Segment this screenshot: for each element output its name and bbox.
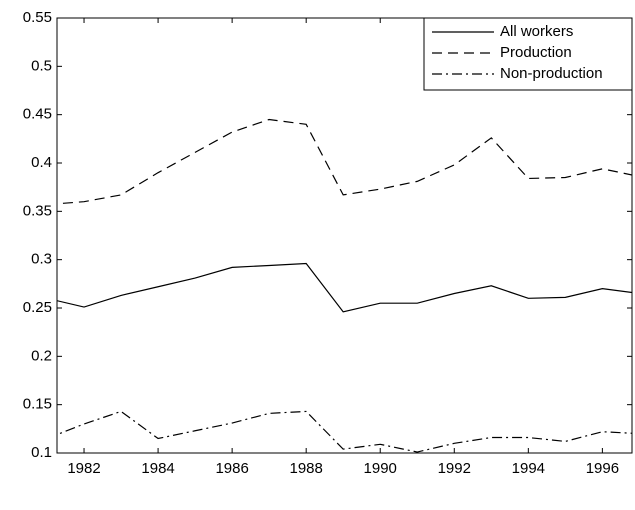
legend-label: Production bbox=[500, 44, 572, 61]
y-tick-label: 0.1 bbox=[31, 444, 52, 461]
series-line bbox=[57, 410, 632, 453]
legend-box bbox=[423, 17, 633, 91]
x-tick-label: 1986 bbox=[215, 460, 248, 477]
y-tick-label: 0.35 bbox=[23, 202, 52, 219]
y-tick-label: 0.3 bbox=[31, 251, 52, 268]
x-tick-label: 1982 bbox=[67, 460, 100, 477]
x-tick-label: 1992 bbox=[438, 460, 471, 477]
x-tick-label: 1984 bbox=[141, 460, 174, 477]
y-tick-label: 0.2 bbox=[31, 347, 52, 364]
y-tick-label: 0.15 bbox=[23, 396, 52, 413]
x-tick-label: 1996 bbox=[586, 460, 619, 477]
series-line bbox=[57, 118, 632, 205]
x-tick-label: 1994 bbox=[512, 460, 545, 477]
legend-label: All workers bbox=[500, 23, 573, 40]
y-tick-label: 0.4 bbox=[31, 154, 52, 171]
y-tick-label: 0.55 bbox=[23, 9, 52, 26]
y-tick-label: 0.45 bbox=[23, 106, 52, 123]
plot-area bbox=[56, 17, 633, 454]
y-tick-label: 0.5 bbox=[31, 57, 52, 74]
x-tick-label: 1990 bbox=[364, 460, 397, 477]
series-line bbox=[57, 262, 632, 313]
plot-lines bbox=[57, 118, 632, 453]
x-tick-label: 1988 bbox=[289, 460, 322, 477]
y-tick-label: 0.25 bbox=[23, 299, 52, 316]
legend-label: Non-production bbox=[500, 65, 603, 82]
